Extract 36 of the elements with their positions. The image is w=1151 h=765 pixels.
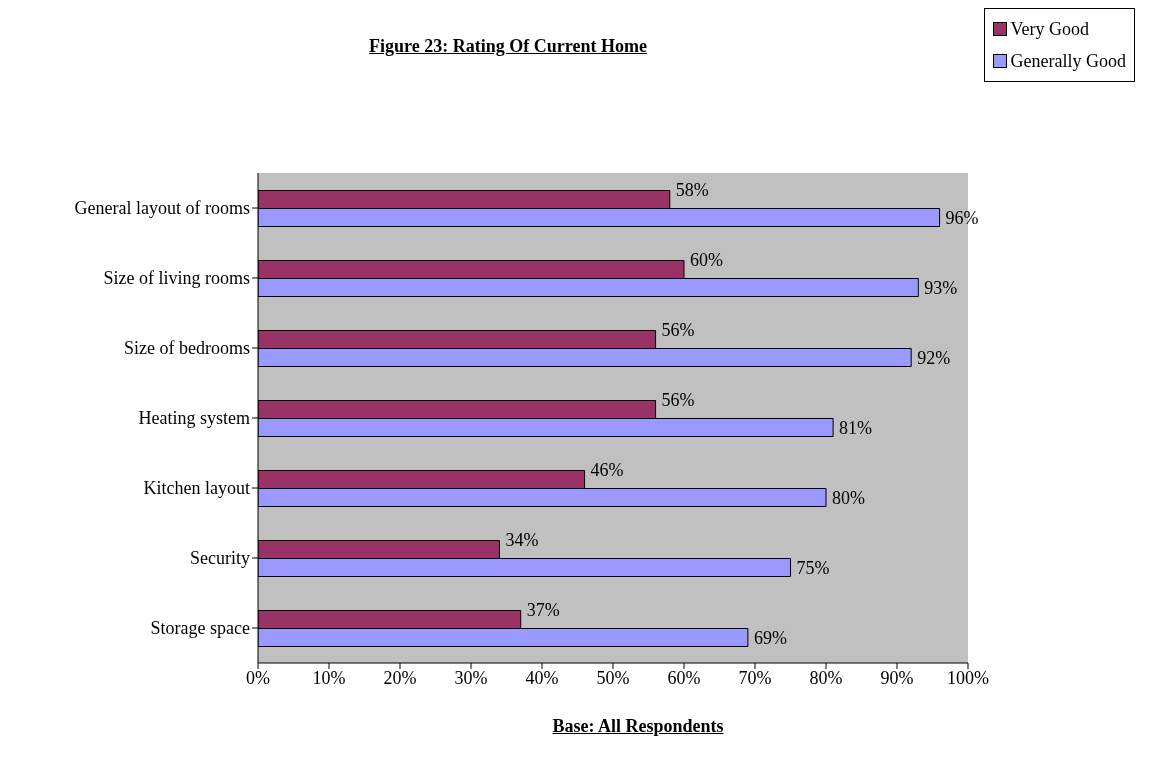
legend-label: Generally Good <box>1010 50 1126 73</box>
data-label: 58% <box>675 179 709 200</box>
data-label: 69% <box>753 627 787 648</box>
data-label: 93% <box>924 277 958 298</box>
data-label: 56% <box>661 319 695 340</box>
y-tick-label: General layout of rooms <box>74 198 250 219</box>
x-tick-label: 0% <box>246 667 270 688</box>
chart-title: Figure 23: Rating Of Current Home <box>368 36 648 57</box>
y-tick-label: Size of living rooms <box>103 268 250 289</box>
x-tick-label: 50% <box>596 667 630 688</box>
x-tick-label: 10% <box>312 667 346 688</box>
data-label: 37% <box>526 599 560 620</box>
x-tick-label: 70% <box>738 667 772 688</box>
x-tick-label: 40% <box>525 667 559 688</box>
x-tick-label: 30% <box>454 667 488 688</box>
data-label: 75% <box>796 557 830 578</box>
y-tick-label: Heating system <box>138 408 250 429</box>
x-tick-label: 90% <box>880 667 914 688</box>
x-tick-label: 20% <box>383 667 417 688</box>
x-tick-label: 60% <box>667 667 701 688</box>
y-tick-label: Storage space <box>150 618 250 639</box>
data-label: 80% <box>832 487 865 508</box>
data-label: 46% <box>590 459 624 480</box>
y-tick-label: Security <box>190 548 250 569</box>
text: Base: All Respondents <box>551 716 725 737</box>
y-tick-label: Size of bedrooms <box>124 338 250 359</box>
data-label: 60% <box>690 249 723 270</box>
data-label: 34% <box>505 529 539 550</box>
data-label: 92% <box>917 347 951 368</box>
x-tick-label: 80% <box>809 667 843 688</box>
data-label: 81% <box>839 417 873 438</box>
y-tick-label: Kitchen layout <box>143 478 250 499</box>
x-tick-label: 100% <box>947 667 989 688</box>
legend-label: Very Good <box>1010 18 1090 41</box>
data-label: 96% <box>945 207 979 228</box>
data-label: 56% <box>661 389 695 410</box>
